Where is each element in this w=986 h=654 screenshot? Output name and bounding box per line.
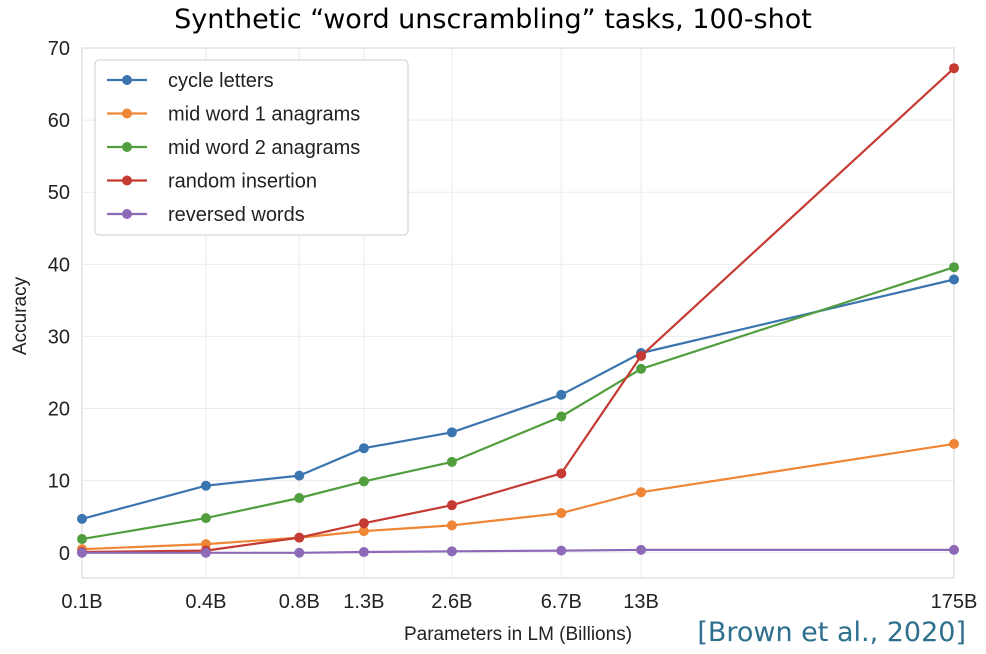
legend-box bbox=[94, 59, 409, 236]
y-tick-label: 40 bbox=[48, 254, 70, 276]
data-point bbox=[636, 363, 647, 374]
x-tick-label: 13B bbox=[623, 591, 659, 613]
legend-marker bbox=[122, 209, 132, 219]
y-tick-label: 30 bbox=[48, 326, 70, 348]
series-line bbox=[81, 67, 955, 554]
legend-marker bbox=[122, 75, 132, 85]
data-point bbox=[949, 262, 959, 273]
legend-marker bbox=[122, 108, 132, 119]
data-point bbox=[636, 544, 647, 555]
legend-label: reversed words bbox=[168, 204, 305, 226]
y-tick-label: 0 bbox=[59, 543, 70, 565]
y-tick-label: 70 bbox=[48, 38, 70, 60]
legend-marker bbox=[122, 142, 132, 152]
data-point bbox=[294, 492, 305, 503]
x-tick-label: 6.7B bbox=[541, 591, 582, 613]
data-point bbox=[446, 520, 457, 531]
legend-item: mid word 1 anagrams bbox=[107, 104, 360, 126]
series-mid-word-2-anagrams bbox=[77, 262, 959, 545]
series-line bbox=[82, 548, 954, 554]
data-point bbox=[636, 487, 647, 498]
data-point bbox=[200, 513, 211, 524]
data-point bbox=[77, 547, 87, 558]
data-point bbox=[636, 350, 647, 361]
x-axis-label: Parameters in LM (Billions) bbox=[404, 624, 632, 645]
legend-item: reversed words bbox=[107, 204, 305, 226]
y-axis: 0 10 20 30 40 50 60 70 bbox=[48, 38, 70, 565]
series-line bbox=[81, 278, 955, 520]
data-point bbox=[556, 508, 567, 519]
plot-frame bbox=[81, 47, 955, 579]
data-point bbox=[200, 547, 211, 558]
data-point bbox=[294, 532, 305, 543]
y-tick-label: 20 bbox=[48, 399, 70, 421]
legend-item: mid word 2 anagrams bbox=[107, 137, 360, 159]
data-point bbox=[556, 389, 567, 400]
data-point bbox=[556, 411, 567, 422]
x-tick-label: 0.4B bbox=[185, 591, 226, 613]
data-point bbox=[949, 438, 959, 449]
x-tick-label: 2.6B bbox=[431, 591, 472, 613]
y-tick-label: 10 bbox=[48, 471, 70, 493]
data-point bbox=[556, 468, 567, 479]
legend-label: cycle letters bbox=[168, 70, 274, 92]
y-tick-label: 50 bbox=[48, 182, 70, 204]
series-lines bbox=[77, 63, 959, 558]
legend-item: random insertion bbox=[107, 171, 317, 193]
x-axis: 0.1B 0.4B 0.8B 1.3B 2.6B 6.7B 13B 175B bbox=[61, 591, 977, 613]
legend-marker bbox=[122, 175, 132, 186]
data-point bbox=[358, 476, 369, 487]
data-point bbox=[358, 518, 369, 529]
x-tick-label: 0.1B bbox=[61, 591, 102, 613]
legend-label: random insertion bbox=[168, 171, 317, 193]
legend: cycle letters mid word 1 anagrams mid word… bbox=[94, 59, 409, 236]
legend-label: mid word 1 anagrams bbox=[168, 104, 360, 126]
legend-item: cycle letters bbox=[107, 70, 274, 92]
series-mid-word-1-anagrams bbox=[77, 438, 959, 555]
y-tick-label: 60 bbox=[48, 110, 70, 132]
data-point bbox=[949, 63, 959, 74]
data-point bbox=[949, 274, 959, 285]
x-tick-label: 1.3B bbox=[343, 591, 384, 613]
data-point bbox=[446, 427, 457, 438]
data-point bbox=[77, 513, 87, 524]
data-point bbox=[446, 546, 457, 557]
x-tick-label: 175B bbox=[931, 591, 978, 613]
series-reversed-words bbox=[77, 544, 959, 558]
data-point bbox=[294, 470, 305, 481]
series-line bbox=[81, 266, 955, 541]
citation: [Brown et al., 2020] bbox=[697, 617, 966, 648]
chart-title: Synthetic “word unscrambling” tasks, 100… bbox=[174, 4, 812, 35]
data-point bbox=[949, 544, 959, 555]
data-point bbox=[446, 500, 457, 511]
y-axis-label: Accuracy bbox=[10, 276, 31, 355]
data-point bbox=[77, 534, 87, 545]
data-point bbox=[556, 545, 567, 556]
data-point bbox=[358, 547, 369, 558]
series-line bbox=[81, 442, 955, 551]
data-point bbox=[294, 547, 305, 558]
data-point bbox=[358, 526, 369, 537]
x-tick-label: 0.8B bbox=[279, 591, 320, 613]
data-point bbox=[358, 443, 369, 454]
data-point bbox=[446, 456, 457, 467]
data-point bbox=[200, 480, 211, 491]
series-cycle-letters bbox=[77, 274, 959, 524]
legend-label: mid word 2 anagrams bbox=[168, 137, 360, 159]
